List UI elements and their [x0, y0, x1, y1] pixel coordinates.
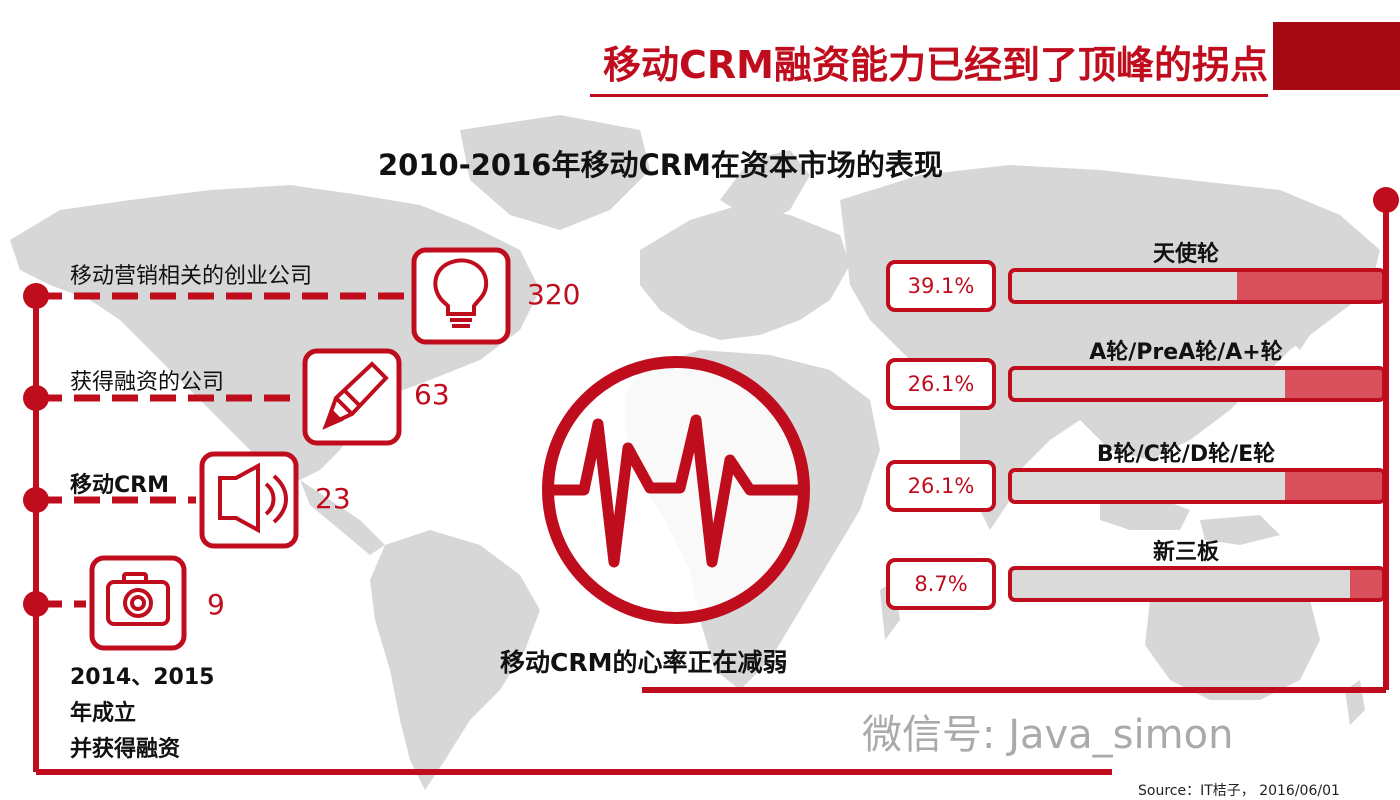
connector-dot-2 [23, 385, 49, 411]
heartbeat-icon [542, 356, 810, 624]
pencil-icon [322, 361, 389, 430]
percent-label-3: 8.7% [886, 558, 996, 610]
row-label-startups: 移动营销相关的创业公司 [70, 264, 313, 289]
lightbulb-icon [433, 258, 489, 328]
row-label-funded: 获得融资的公司 [70, 370, 225, 395]
title-accent-block [1273, 22, 1400, 90]
chart-title: 2010-2016年移动CRM在资本市场的表现 [378, 148, 943, 182]
bar-track-0 [1008, 268, 1386, 304]
round-label-1: A轮/PreA轮/A+轮 [1089, 340, 1283, 365]
source-note: Source：IT桔子， 2016/06/01 [1138, 783, 1340, 799]
value-recent-founded: 9 [207, 588, 225, 621]
round-label-2: B轮/C轮/D轮/E轮 [1096, 442, 1276, 467]
camera-icon-box [89, 555, 187, 651]
speaker-icon [218, 462, 288, 534]
lightbulb-icon-box [411, 247, 511, 345]
bar-fill-2 [1285, 472, 1382, 500]
speaker-icon-box [199, 451, 299, 549]
bar-track-2 [1008, 468, 1386, 504]
percent-label-2: 26.1% [886, 460, 996, 512]
value-mobile-crm: 23 [315, 482, 351, 515]
round-label-3: 新三板 [1152, 540, 1219, 565]
bar-fill-3 [1350, 570, 1382, 598]
camera-icon [106, 572, 170, 626]
page-title: 移动CRM融资能力已经到了顶峰的拐点 [603, 43, 1268, 87]
bar-track-3 [1008, 566, 1386, 602]
founded-line-2: 年成立 [70, 701, 137, 726]
founded-line-1: 2014、2015 [70, 665, 215, 690]
title-underline [590, 22, 1268, 97]
round-label-0: 天使轮 [1152, 242, 1219, 267]
bar-fill-0 [1237, 272, 1382, 300]
founded-line-3: 并获得融资 [70, 737, 181, 762]
bar-track-1 [1008, 366, 1386, 402]
connector-dot-1 [23, 283, 49, 309]
bar-fill-1 [1285, 370, 1382, 398]
value-startups: 320 [527, 278, 581, 311]
right-spine-dot [1373, 187, 1399, 213]
value-funded: 63 [414, 378, 450, 411]
heart-caption: 移动CRM的心率正在减弱 [500, 648, 788, 677]
percent-label-0: 39.1% [886, 260, 996, 312]
row-label-recent-founded: 2014、2015 年成立 并获得融资 [70, 660, 214, 768]
row-label-mobile-crm: 移动CRM [70, 473, 169, 498]
watermark: 微信号: Java_simon [862, 712, 1234, 758]
connector-dot-3 [23, 487, 49, 513]
percent-label-1: 26.1% [886, 358, 996, 410]
connector-dot-4 [23, 591, 49, 617]
